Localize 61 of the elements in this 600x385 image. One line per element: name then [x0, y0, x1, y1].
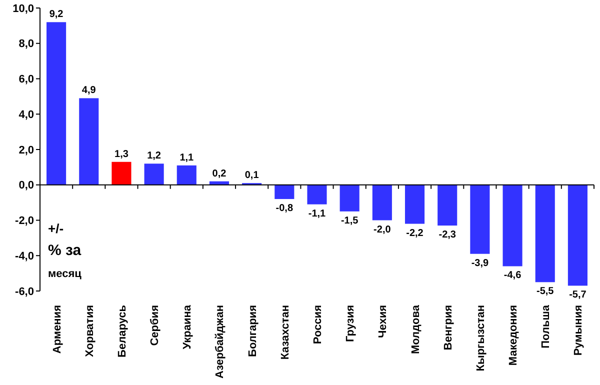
x-tick-label: Румыния — [572, 305, 585, 356]
data-label: -1,5 — [340, 215, 359, 226]
y-tick-label: -6,0 — [15, 286, 34, 298]
x-tick-label: Польша — [540, 304, 552, 348]
y-tick-label: -4,0 — [15, 250, 34, 262]
x-tick-label: Казахстан — [279, 305, 292, 360]
x-tick-label: Венгрия — [442, 305, 454, 350]
data-label: -3,9 — [471, 258, 489, 269]
data-label: -5,5 — [536, 286, 554, 298]
bar — [46, 22, 66, 185]
bar — [112, 162, 132, 185]
data-label: 9,2 — [49, 9, 64, 20]
x-tick-label: Сербия — [149, 305, 162, 346]
data-label: 0,2 — [212, 168, 227, 180]
bar — [372, 184, 392, 220]
data-label: -0,8 — [276, 203, 294, 214]
bar — [438, 184, 458, 226]
data-label: 1,3 — [114, 148, 129, 160]
data-label: -4,6 — [504, 270, 522, 282]
y-tick-label: 4,0 — [18, 108, 34, 121]
y-tick-label: 2,0 — [18, 144, 34, 156]
x-tick-label: Беларусь — [116, 304, 128, 358]
bar — [274, 184, 294, 200]
data-label: -2,2 — [406, 228, 424, 239]
x-tick-label: Кыргызстан — [474, 305, 487, 372]
data-label: 0,1 — [244, 170, 260, 182]
bar — [79, 98, 99, 185]
data-label: -1,1 — [308, 208, 326, 220]
x-tick-label: Болгария — [246, 305, 259, 357]
bar — [568, 184, 588, 286]
bar — [470, 184, 490, 254]
annotation: % за — [48, 242, 82, 259]
annotation: месяц — [48, 268, 82, 280]
x-tick-label: Армения — [51, 305, 64, 354]
bar — [404, 184, 425, 224]
data-label: 4,9 — [82, 85, 96, 96]
bar — [144, 164, 164, 185]
data-label: -5,7 — [569, 290, 587, 301]
x-tick-label: Македония — [508, 305, 520, 366]
bar — [535, 184, 555, 282]
y-tick-label: 8,0 — [18, 38, 34, 50]
bar — [307, 184, 327, 204]
x-tick-label: Азербайджан — [214, 305, 226, 378]
data-label: -2,3 — [438, 230, 456, 241]
y-tick-label: 0,0 — [18, 180, 34, 192]
bar — [340, 184, 360, 212]
bar — [176, 165, 196, 185]
data-label: 1,1 — [180, 152, 194, 164]
y-tick-label: 10,0 — [12, 2, 34, 15]
bar — [502, 184, 522, 266]
annotation: +/- — [48, 221, 64, 236]
y-tick-label: -2,0 — [15, 215, 34, 228]
x-tick-label: Россия — [312, 305, 324, 344]
x-tick-label: Украина — [182, 304, 194, 350]
data-label: -2,0 — [374, 224, 392, 236]
x-tick-label: Молдова — [410, 304, 422, 354]
y-tick-label: 6,0 — [18, 74, 34, 86]
x-tick-label: Хорватия — [84, 305, 96, 357]
data-label: 1,2 — [147, 150, 162, 162]
x-tick-label: Чехия — [377, 305, 390, 338]
x-tick-label: Грузия — [344, 305, 357, 342]
